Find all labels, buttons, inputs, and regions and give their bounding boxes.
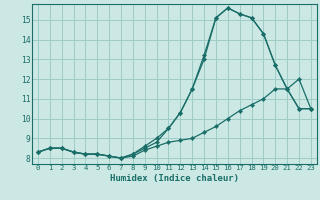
X-axis label: Humidex (Indice chaleur): Humidex (Indice chaleur) [110, 174, 239, 183]
